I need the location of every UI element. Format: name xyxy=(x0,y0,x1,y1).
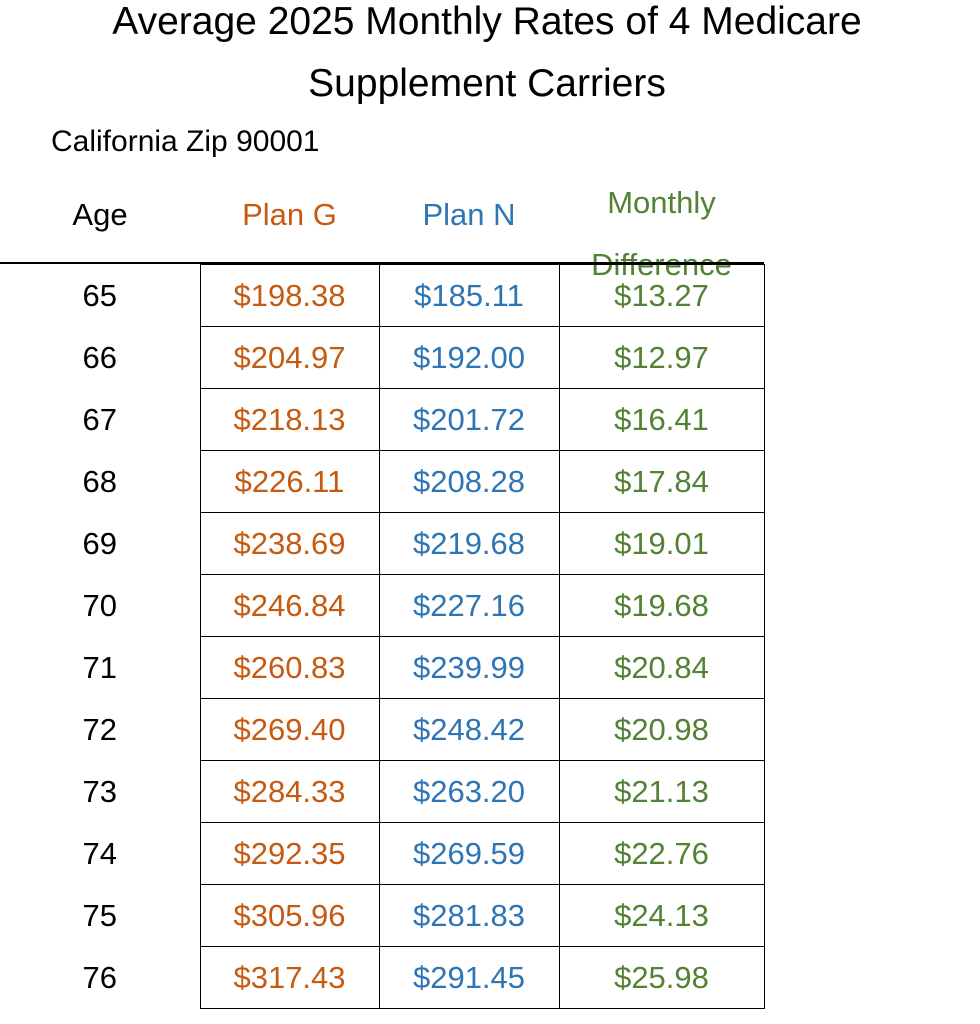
plan-n-rate-cell: $201.72 xyxy=(378,388,560,451)
plan-g-rate-cell: $246.84 xyxy=(199,574,380,637)
plan-g-rate-cell: $198.38 xyxy=(199,264,380,327)
age-column-header: Age xyxy=(72,197,128,232)
plan-n-rate-cell: $239.99 xyxy=(378,636,560,699)
table-row: 72 $269.40 $248.42 $20.98 xyxy=(0,698,765,761)
table-row: 70 $246.84 $227.16 $19.68 xyxy=(0,574,765,637)
plan-g-rate-cell: $292.35 xyxy=(199,822,380,885)
page-title-line-1: Average 2025 Monthly Rates of 4 Medicare xyxy=(112,0,862,43)
monthly-difference-cell: $22.76 xyxy=(558,822,765,885)
plan-n-rate-cell: $185.11 xyxy=(378,264,560,327)
table-row: 75 $305.96 $281.83 $24.13 xyxy=(0,884,765,947)
plan-n-rate-cell: $248.42 xyxy=(378,698,560,761)
plan-n-rate-cell: $281.83 xyxy=(378,884,560,947)
plan-n-rate-cell: $192.00 xyxy=(378,326,560,389)
monthly-difference-cell: $13.27 xyxy=(558,264,765,327)
plan-n-rate-cell: $269.59 xyxy=(378,822,560,885)
monthly-difference-cell: $16.41 xyxy=(558,388,765,451)
age-cell: 73 xyxy=(82,773,117,809)
age-cell: 66 xyxy=(82,339,117,375)
plan-g-rate-cell: $218.13 xyxy=(199,388,380,451)
age-cell: 72 xyxy=(82,711,117,747)
plan-n-rate-cell: $208.28 xyxy=(378,450,560,513)
plan-n-rate-cell: $291.45 xyxy=(378,946,560,1009)
plan-g-rate-cell: $204.97 xyxy=(199,326,380,389)
table-row: 76 $317.43 $291.45 $25.98 xyxy=(0,946,765,1009)
age-cell: 70 xyxy=(82,587,117,623)
page-title-line-2: Supplement Carriers xyxy=(308,62,666,105)
plan-g-rate-cell: $260.83 xyxy=(199,636,380,699)
age-cell: 68 xyxy=(82,463,117,499)
age-cell: 65 xyxy=(82,277,117,313)
plan-n-column-header: Plan N xyxy=(422,197,516,232)
monthly-difference-cell: $17.84 xyxy=(558,450,765,513)
age-cell: 71 xyxy=(82,649,117,685)
monthly-difference-cell: $25.98 xyxy=(558,946,765,1009)
table-row: 69 $238.69 $219.68 $19.01 xyxy=(0,512,765,575)
table-row: 68 $226.11 $208.28 $17.84 xyxy=(0,450,765,513)
plan-g-rate-cell: $226.11 xyxy=(199,450,380,513)
monthly-difference-cell: $20.84 xyxy=(558,636,765,699)
plan-g-rate-cell: $305.96 xyxy=(199,884,380,947)
plan-g-rate-cell: $269.40 xyxy=(199,698,380,761)
monthly-difference-cell: $20.98 xyxy=(558,698,765,761)
age-cell: 74 xyxy=(82,835,117,871)
monthly-difference-cell: $21.13 xyxy=(558,760,765,823)
monthly-difference-cell: $19.68 xyxy=(558,574,765,637)
table-row: 66 $204.97 $192.00 $12.97 xyxy=(0,326,765,389)
monthly-difference-cell: $24.13 xyxy=(558,884,765,947)
monthly-difference-cell: $19.01 xyxy=(558,512,765,575)
rates-table: 65 $198.38 $185.11 $13.27 66 $204.97 $19… xyxy=(0,264,765,1009)
age-cell: 75 xyxy=(82,897,117,933)
monthly-difference-cell: $12.97 xyxy=(558,326,765,389)
plan-n-rate-cell: $227.16 xyxy=(378,574,560,637)
age-cell: 67 xyxy=(82,401,117,437)
age-cell: 69 xyxy=(82,525,117,561)
plan-g-rate-cell: $284.33 xyxy=(199,760,380,823)
plan-n-rate-cell: $219.68 xyxy=(378,512,560,575)
plan-g-rate-cell: $238.69 xyxy=(199,512,380,575)
plan-g-rate-cell: $317.43 xyxy=(199,946,380,1009)
table-row: 67 $218.13 $201.72 $16.41 xyxy=(0,388,765,451)
plan-g-column-header: Plan G xyxy=(242,197,337,232)
location-subtitle: California Zip 90001 xyxy=(51,125,320,158)
monthly-difference-header-line-1: Monthly xyxy=(607,185,716,220)
age-cell: 76 xyxy=(82,959,117,995)
table-row: 73 $284.33 $263.20 $21.13 xyxy=(0,760,765,823)
table-row: 74 $292.35 $269.59 $22.76 xyxy=(0,822,765,885)
plan-n-rate-cell: $263.20 xyxy=(378,760,560,823)
table-row: 65 $198.38 $185.11 $13.27 xyxy=(0,264,765,327)
header-divider xyxy=(0,262,764,264)
table-row: 71 $260.83 $239.99 $20.84 xyxy=(0,636,765,699)
